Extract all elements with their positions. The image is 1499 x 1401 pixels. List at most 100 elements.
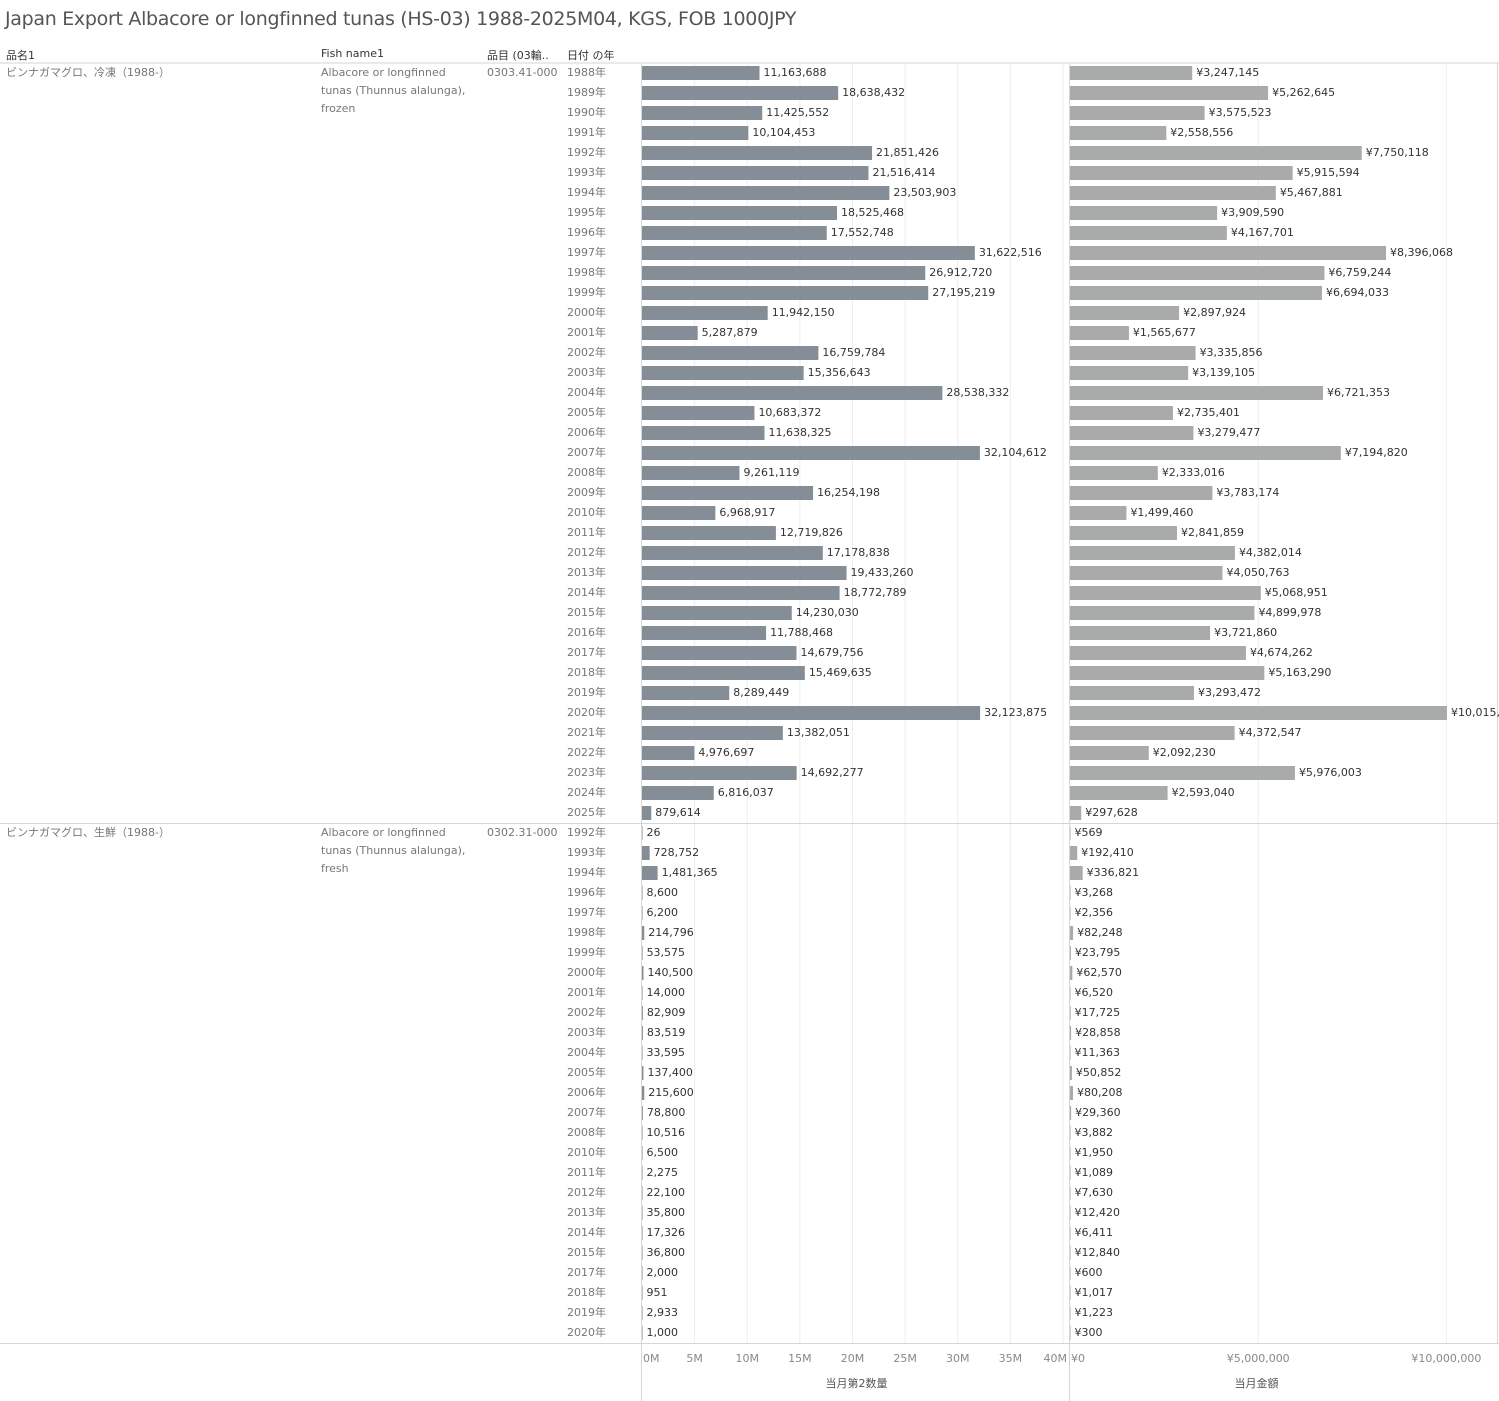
val-bar[interactable]: [1070, 626, 1211, 640]
qty-bar[interactable]: [642, 186, 890, 200]
qty-bar[interactable]: [642, 746, 695, 760]
qty-bar[interactable]: [642, 626, 767, 640]
qty-bar[interactable]: [642, 926, 645, 940]
val-bar[interactable]: [1070, 1046, 1071, 1060]
val-bar[interactable]: [1070, 1226, 1071, 1240]
val-bar[interactable]: [1070, 726, 1235, 740]
val-bar[interactable]: [1070, 366, 1189, 380]
qty-bar[interactable]: [642, 306, 768, 320]
val-bar[interactable]: [1070, 1206, 1071, 1220]
qty-bar[interactable]: [642, 106, 763, 120]
val-bar[interactable]: [1070, 546, 1235, 560]
qty-bar[interactable]: [642, 586, 840, 600]
val-bar[interactable]: [1070, 746, 1149, 760]
qty-bar[interactable]: [642, 566, 847, 580]
qty-bar[interactable]: [642, 126, 749, 140]
val-bar[interactable]: [1070, 1186, 1071, 1200]
val-bar[interactable]: [1070, 1266, 1071, 1280]
qty-bar[interactable]: [642, 606, 792, 620]
val-bar[interactable]: [1070, 126, 1167, 140]
val-bar[interactable]: [1070, 586, 1261, 600]
val-bar[interactable]: [1070, 926, 1074, 940]
qty-bar[interactable]: [642, 866, 658, 880]
val-bar[interactable]: [1070, 1166, 1071, 1180]
val-bar[interactable]: [1070, 986, 1071, 1000]
qty-bar[interactable]: [642, 426, 765, 440]
val-bar[interactable]: [1070, 426, 1194, 440]
header-code[interactable]: 品目 (03輸..: [487, 49, 549, 62]
val-bar[interactable]: [1070, 206, 1218, 220]
val-bar[interactable]: [1070, 1326, 1071, 1340]
val-bar[interactable]: [1070, 846, 1078, 860]
val-bar[interactable]: [1070, 1006, 1071, 1020]
qty-bar[interactable]: [642, 946, 643, 960]
val-bar[interactable]: [1070, 1126, 1071, 1140]
val-bar[interactable]: [1070, 606, 1255, 620]
val-bar[interactable]: [1070, 166, 1293, 180]
qty-bar[interactable]: [642, 806, 652, 820]
val-bar[interactable]: [1070, 286, 1322, 300]
header-fish-name[interactable]: Fish name1: [321, 47, 384, 60]
val-bar[interactable]: [1070, 906, 1071, 920]
val-bar[interactable]: [1070, 826, 1071, 840]
val-bar[interactable]: [1070, 706, 1447, 720]
val-bar[interactable]: [1070, 506, 1127, 520]
qty-bar[interactable]: [642, 1126, 643, 1140]
qty-bar[interactable]: [642, 686, 730, 700]
qty-bar[interactable]: [642, 846, 650, 860]
val-bar[interactable]: [1070, 886, 1071, 900]
val-bar[interactable]: [1070, 966, 1073, 980]
qty-bar[interactable]: [642, 366, 804, 380]
val-bar[interactable]: [1070, 266, 1325, 280]
qty-bar[interactable]: [642, 726, 783, 740]
qty-bar[interactable]: [642, 246, 975, 260]
val-bar[interactable]: [1070, 446, 1341, 460]
qty-bar[interactable]: [642, 346, 819, 360]
qty-bar[interactable]: [642, 1046, 643, 1060]
qty-bar[interactable]: [642, 706, 981, 720]
val-bar[interactable]: [1070, 306, 1180, 320]
val-bar[interactable]: [1070, 766, 1295, 780]
val-bar[interactable]: [1070, 146, 1362, 160]
val-bar[interactable]: [1070, 66, 1193, 80]
qty-bar[interactable]: [642, 826, 643, 840]
qty-bar[interactable]: [642, 1106, 643, 1120]
qty-bar[interactable]: [642, 1226, 643, 1240]
qty-bar[interactable]: [642, 86, 839, 100]
qty-bar[interactable]: [642, 1146, 643, 1160]
qty-bar[interactable]: [642, 446, 980, 460]
val-bar[interactable]: [1070, 326, 1129, 340]
qty-bar[interactable]: [642, 1266, 643, 1280]
qty-bar[interactable]: [642, 166, 869, 180]
val-bar[interactable]: [1070, 786, 1168, 800]
val-bar[interactable]: [1070, 1026, 1072, 1040]
qty-bar[interactable]: [642, 766, 797, 780]
qty-bar[interactable]: [642, 1306, 643, 1320]
qty-bar[interactable]: [642, 66, 760, 80]
qty-bar[interactable]: [642, 206, 837, 220]
qty-bar[interactable]: [642, 646, 797, 660]
qty-bar[interactable]: [642, 786, 714, 800]
val-bar[interactable]: [1070, 406, 1173, 420]
qty-bar[interactable]: [642, 526, 776, 540]
qty-bar[interactable]: [642, 546, 823, 560]
val-bar[interactable]: [1070, 1286, 1071, 1300]
val-bar[interactable]: [1070, 1106, 1072, 1120]
qty-bar[interactable]: [642, 1206, 643, 1220]
val-bar[interactable]: [1070, 646, 1246, 660]
qty-bar[interactable]: [642, 986, 643, 1000]
qty-bar[interactable]: [642, 1026, 643, 1040]
val-bar[interactable]: [1070, 866, 1083, 880]
val-bar[interactable]: [1070, 486, 1213, 500]
qty-bar[interactable]: [642, 326, 698, 340]
qty-bar[interactable]: [642, 906, 643, 920]
val-bar[interactable]: [1070, 386, 1324, 400]
qty-bar[interactable]: [642, 886, 643, 900]
val-bar[interactable]: [1070, 566, 1223, 580]
qty-bar[interactable]: [642, 486, 814, 500]
val-bar[interactable]: [1070, 1146, 1071, 1160]
qty-bar[interactable]: [642, 666, 805, 680]
qty-bar[interactable]: [642, 226, 827, 240]
val-bar[interactable]: [1070, 246, 1387, 260]
val-bar[interactable]: [1070, 666, 1265, 680]
